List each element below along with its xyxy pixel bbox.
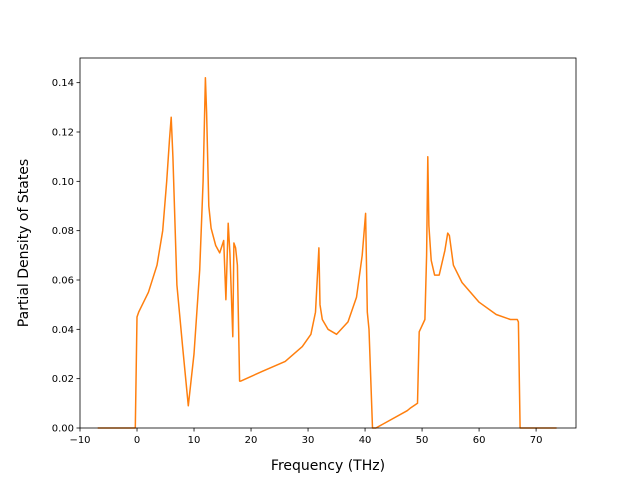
y-tick-label: 0.08 (52, 226, 74, 237)
x-tick-label: −10 (69, 435, 90, 446)
y-tick-label: 0.10 (52, 177, 74, 188)
y-tick-label: 0.02 (52, 374, 74, 385)
x-tick-label: 70 (530, 435, 543, 446)
series-line-0 (97, 76, 557, 429)
y-tick-label: 0.12 (52, 128, 74, 139)
y-axis-label: Partial Density of States (16, 159, 32, 327)
x-axis-ticks: −10 0 10 20 30 40 50 60 70 (69, 428, 542, 446)
y-tick-label: 0.06 (52, 276, 74, 287)
series-layer (97, 76, 557, 429)
x-tick-label: 0 (134, 435, 140, 446)
x-tick-label: 60 (473, 435, 486, 446)
x-axis-label: Frequency (THz) (271, 458, 385, 474)
x-tick-label: 50 (416, 435, 429, 446)
x-tick-label: 30 (302, 435, 315, 446)
plot-background (80, 58, 576, 428)
x-tick-label: 10 (188, 435, 201, 446)
x-tick-label: 20 (245, 435, 258, 446)
y-tick-label: 0.04 (52, 325, 74, 336)
x-tick-label: 40 (359, 435, 372, 446)
y-tick-label: 0.14 (52, 78, 74, 89)
y-tick-label: 0.00 (52, 424, 74, 435)
plot-frame (79, 57, 577, 429)
y-axis-ticks: 0.00 0.02 0.04 0.06 0.08 0.10 0.12 0.14 (52, 78, 80, 435)
